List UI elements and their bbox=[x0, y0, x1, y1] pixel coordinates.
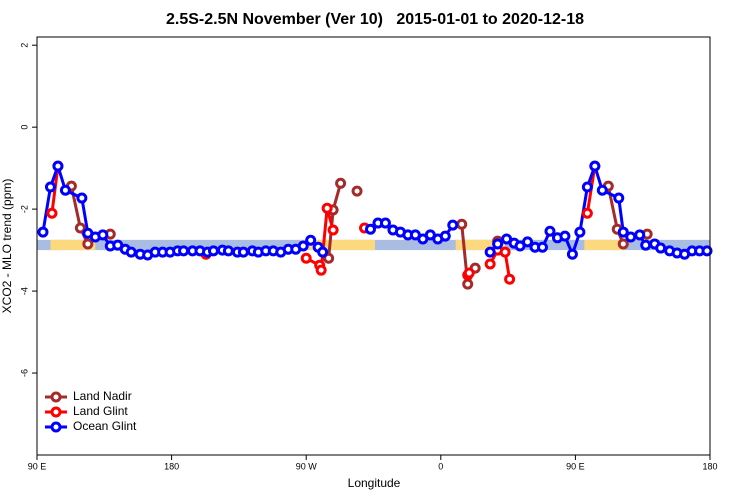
data-point bbox=[321, 202, 333, 214]
data-point bbox=[44, 181, 56, 193]
data-point bbox=[439, 230, 451, 242]
y-tick-label: 2 bbox=[19, 43, 29, 48]
data-point bbox=[701, 245, 713, 257]
data-point bbox=[59, 184, 71, 196]
data-point bbox=[365, 223, 377, 235]
legend-label: Land Nadir bbox=[73, 389, 132, 403]
legend-label: Ocean Glint bbox=[73, 419, 137, 433]
data-point bbox=[581, 181, 593, 193]
data-point bbox=[300, 252, 312, 264]
data-point bbox=[76, 192, 88, 204]
data-point bbox=[317, 246, 329, 258]
x-tick-label: 90 W bbox=[296, 461, 318, 471]
data-point bbox=[484, 246, 496, 258]
y-tick-label: -4 bbox=[19, 287, 29, 295]
plot-frame bbox=[36, 36, 711, 456]
background-band bbox=[37, 239, 710, 251]
data-point bbox=[351, 185, 363, 197]
data-point bbox=[315, 264, 327, 276]
data-point bbox=[617, 226, 629, 238]
data-point bbox=[463, 267, 475, 279]
data-point bbox=[640, 239, 652, 251]
legend-marker bbox=[50, 421, 62, 433]
data-point bbox=[305, 234, 317, 246]
data-point bbox=[222, 245, 234, 257]
land-band bbox=[584, 239, 625, 251]
data-point bbox=[499, 246, 511, 258]
x-tick-label: 180 bbox=[164, 461, 179, 471]
x-axis-label: Longitude bbox=[348, 476, 401, 490]
data-point bbox=[379, 217, 391, 229]
data-point bbox=[52, 160, 64, 172]
legend-label: Land Glint bbox=[73, 404, 128, 418]
data-point bbox=[634, 229, 646, 241]
data-point bbox=[596, 184, 608, 196]
data-point bbox=[574, 226, 586, 238]
y-tick-label: 0 bbox=[19, 125, 29, 130]
x-tick-label: 180 bbox=[702, 461, 717, 471]
data-point bbox=[335, 177, 347, 189]
data-point bbox=[504, 273, 516, 285]
y-tick-label: -2 bbox=[19, 205, 29, 213]
data-point bbox=[447, 219, 459, 231]
data-point bbox=[559, 230, 571, 242]
data-point bbox=[207, 245, 219, 257]
legend-marker bbox=[50, 406, 62, 418]
data-point bbox=[462, 278, 474, 290]
x-tick-label: 90 E bbox=[566, 461, 585, 471]
data-point bbox=[97, 229, 109, 241]
data-point bbox=[456, 218, 468, 230]
data-point bbox=[327, 224, 339, 236]
data-point bbox=[544, 225, 556, 237]
data-point bbox=[613, 192, 625, 204]
data-point bbox=[566, 248, 578, 260]
data-point bbox=[237, 246, 249, 258]
data-point bbox=[46, 207, 58, 219]
y-tick-label: -6 bbox=[19, 369, 29, 377]
data-point bbox=[178, 245, 190, 257]
data-point bbox=[37, 226, 49, 238]
data-point bbox=[581, 207, 593, 219]
data-point bbox=[297, 240, 309, 252]
land-band bbox=[300, 239, 375, 251]
x-tick-label: 90 E bbox=[28, 461, 47, 471]
data-point bbox=[82, 238, 94, 250]
data-point bbox=[625, 231, 637, 243]
land-band bbox=[50, 239, 96, 251]
data-point bbox=[522, 236, 534, 248]
chart-title: 2.5S-2.5N November (Ver 10) 2015-01-01 t… bbox=[166, 11, 584, 28]
legend-marker bbox=[50, 391, 62, 403]
y-axis-label: XCO2 - MLO trend (ppm) bbox=[0, 179, 14, 314]
data-point bbox=[492, 238, 504, 250]
data-point bbox=[655, 242, 667, 254]
data-point bbox=[536, 241, 548, 253]
plot-area bbox=[37, 160, 713, 290]
x-tick-label: 0 bbox=[438, 461, 443, 471]
data-point bbox=[589, 160, 601, 172]
data-point bbox=[323, 252, 335, 264]
data-point bbox=[125, 246, 137, 258]
data-point bbox=[617, 238, 629, 250]
data-point bbox=[74, 222, 86, 234]
land-band bbox=[455, 239, 506, 251]
data-point bbox=[484, 258, 496, 270]
